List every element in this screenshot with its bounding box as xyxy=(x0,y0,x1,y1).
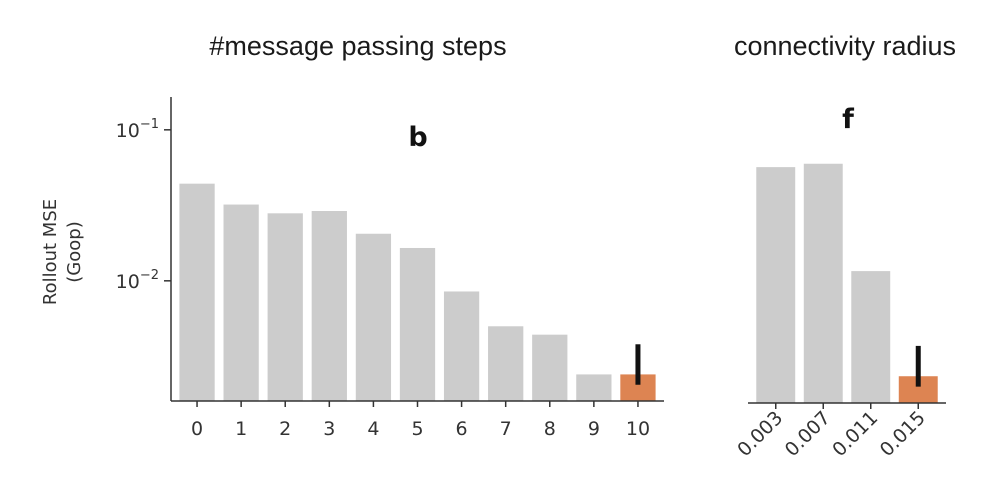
chart-b-bar-6 xyxy=(443,291,480,401)
chart-b-x-tick-label: 3 xyxy=(323,418,335,440)
chart-b-x-tick-label: 6 xyxy=(456,418,468,440)
chart-b-x-tick-label: 10 xyxy=(626,418,650,440)
chart-b-x-tick-label: 4 xyxy=(367,418,379,440)
chart-b-bar-3 xyxy=(311,211,347,401)
chart-f-bar-0.007 xyxy=(803,163,843,403)
chart-b-bar-5 xyxy=(399,247,436,401)
chart-b-x-tick-label: 7 xyxy=(500,418,512,440)
chart-f-x-tick-label: 0.003 xyxy=(733,407,787,461)
chart-f-x-tick-label: 0.007 xyxy=(781,407,835,461)
y-axis-label-unit: (Goop) xyxy=(64,221,85,282)
chart-f-x-tick-label: 0.015 xyxy=(876,407,930,461)
chart-b-bar-7 xyxy=(488,326,524,401)
chart-b-y-tick-label: 10−1 xyxy=(116,117,159,142)
chart-b-bar-9 xyxy=(576,374,612,401)
chart-b-bar-0 xyxy=(179,183,215,401)
chart-f-title: connectivity radius xyxy=(734,31,956,61)
chart-f-x-tick-label: 0.011 xyxy=(828,407,882,461)
chart-b-bar-8 xyxy=(532,334,568,401)
chart-b-x-tick-label: 0 xyxy=(191,418,203,440)
chart-f-bar-0.003 xyxy=(756,167,796,403)
chart-b-x-tick-label: 2 xyxy=(279,418,291,440)
chart-b-x-tick-label: 1 xyxy=(235,418,247,440)
chart-b-bar-4 xyxy=(355,233,392,401)
chart-b-bar-1 xyxy=(223,204,259,401)
chart-b-plot: 10−1 10−2 0 1 2 3 4 5 6 7 8 9 10 xyxy=(116,97,664,440)
chart-f-panel-label: f xyxy=(842,104,854,135)
chart-b-x-tick-label: 5 xyxy=(411,418,423,440)
chart-b-x-tick-label: 9 xyxy=(588,418,600,440)
chart-b-title: #message passing steps xyxy=(209,31,506,61)
chart-b-panel-label: b xyxy=(408,122,427,153)
chart-f-bar-0.011 xyxy=(851,271,891,403)
chart-b-y-tick-label: 10−2 xyxy=(116,268,159,293)
chart-b-bar-2 xyxy=(267,213,303,401)
y-axis-label: Rollout MSE xyxy=(40,199,61,305)
chart-b-x-tick-label: 8 xyxy=(544,418,556,440)
